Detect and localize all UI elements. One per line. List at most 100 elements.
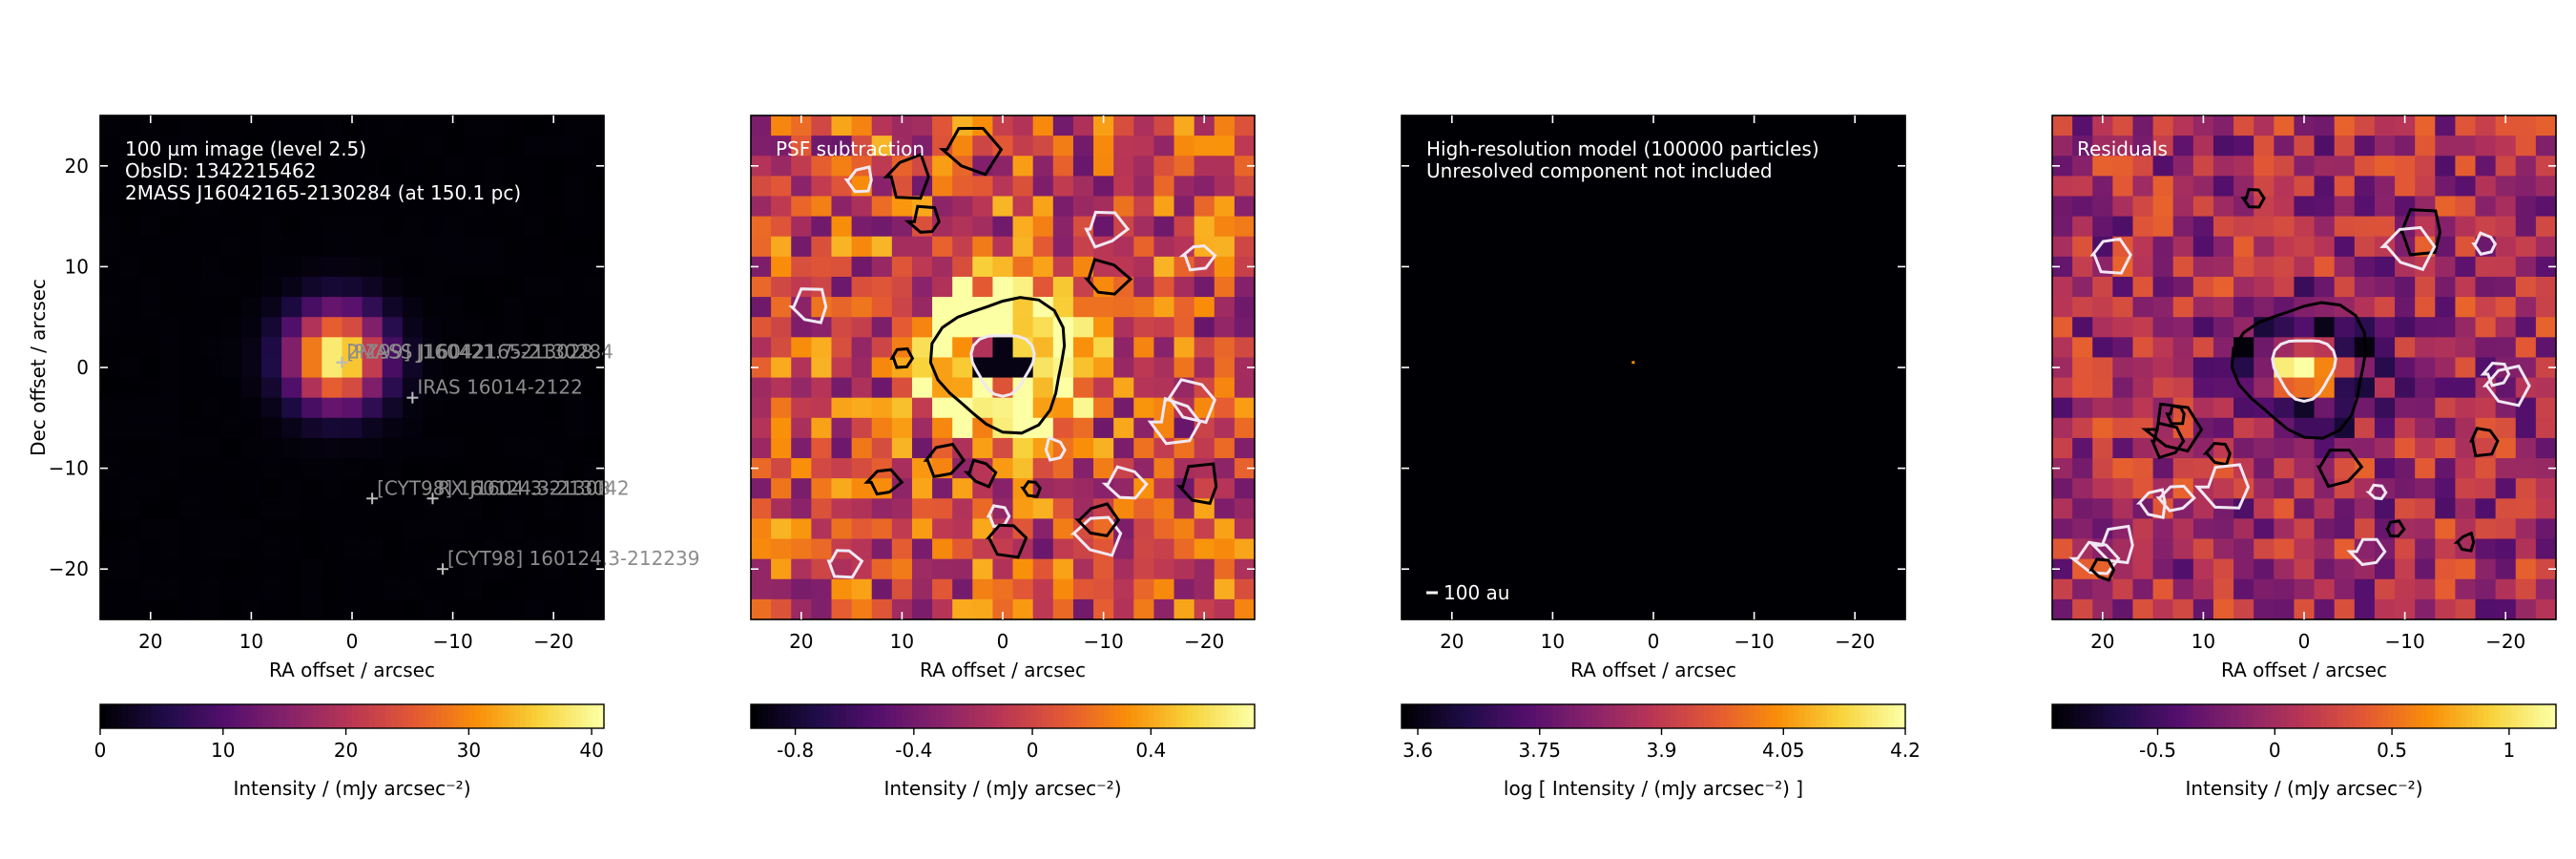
pixel — [160, 276, 182, 298]
colorbar-cell — [156, 704, 163, 728]
pixel — [583, 538, 605, 560]
pixel — [1113, 115, 1134, 136]
colorbar-cell — [1529, 704, 1537, 728]
colorbar-cell — [2432, 704, 2440, 728]
pixel — [1422, 478, 1443, 499]
pixel — [422, 357, 444, 379]
pixel — [1214, 276, 1236, 298]
pixel — [992, 458, 1014, 479]
pixel — [1153, 196, 1175, 218]
pixel — [1133, 156, 1154, 177]
pixel — [443, 498, 464, 519]
pixel — [2395, 498, 2416, 519]
pixel — [2092, 317, 2113, 338]
pixel — [2475, 256, 2497, 278]
colorbar-cell — [986, 704, 992, 728]
pixel — [2374, 297, 2396, 318]
pixel — [463, 297, 484, 318]
pixel — [180, 297, 202, 318]
pixel — [422, 236, 444, 258]
pixel — [1442, 115, 1463, 136]
pixel — [2475, 397, 2497, 419]
pixel — [1113, 558, 1134, 580]
pixel — [751, 558, 772, 580]
colorbar-cell — [296, 704, 302, 728]
colorbar-cell — [105, 704, 113, 728]
pixel — [1012, 578, 1034, 600]
pixel — [2395, 377, 2416, 399]
pixel — [831, 297, 853, 318]
pixel — [140, 297, 161, 318]
colorbar-cell — [503, 704, 509, 728]
colorbar-cell — [1771, 704, 1777, 728]
colorbar-cell — [1445, 704, 1453, 728]
pixel — [1683, 297, 1705, 318]
pixel — [2395, 558, 2416, 580]
pixel — [322, 538, 343, 560]
pixel — [322, 437, 343, 459]
pixel — [120, 518, 141, 540]
pixel — [2254, 256, 2275, 278]
pixel — [2132, 458, 2154, 479]
pixel — [1234, 115, 1256, 136]
pixel — [2415, 417, 2436, 439]
pixel — [2495, 176, 2517, 198]
pixel — [972, 458, 994, 479]
pixel — [1422, 297, 1443, 318]
pixel — [322, 498, 343, 519]
pixel — [952, 538, 973, 560]
pixel — [932, 518, 953, 540]
colorbar-cell — [1759, 704, 1766, 728]
pixel — [1864, 598, 1886, 620]
pixel — [443, 256, 464, 278]
pixel — [2192, 236, 2214, 258]
pixel — [362, 256, 384, 278]
pixel — [1522, 598, 1544, 620]
pixel — [160, 498, 182, 519]
pixel — [1214, 397, 1236, 419]
pixel — [1462, 196, 1484, 218]
pixel — [2535, 297, 2557, 318]
pixel — [563, 216, 585, 238]
pixel — [2535, 176, 2557, 198]
pixel — [1884, 196, 1906, 218]
pixel — [2515, 337, 2537, 359]
pixel — [382, 397, 404, 419]
pixel — [362, 558, 384, 580]
pixel — [463, 397, 484, 419]
pixel — [952, 518, 973, 540]
pixel — [281, 377, 302, 399]
pixel — [100, 136, 121, 157]
pixel — [1234, 518, 1256, 540]
colorbar-cell — [2309, 704, 2316, 728]
pixel — [1884, 236, 1906, 258]
pixel — [2092, 337, 2113, 359]
colorbar-cell — [1120, 704, 1127, 728]
pixel — [2072, 317, 2093, 338]
colorbar-cell — [396, 704, 404, 728]
colorbar-cell — [1047, 704, 1054, 728]
colorbar-cell — [2494, 704, 2501, 728]
colorbar-cell — [514, 704, 521, 728]
pixel — [1402, 156, 1423, 177]
pixel — [1663, 458, 1685, 479]
pixel — [1703, 216, 1725, 238]
pixel — [1072, 578, 1094, 600]
pixel — [2354, 397, 2376, 419]
pixel — [1133, 538, 1154, 560]
pixel — [1093, 216, 1114, 238]
pixel — [791, 357, 812, 379]
pixel — [1032, 156, 1054, 177]
pixel — [2132, 236, 2154, 258]
pixel — [260, 538, 282, 560]
pixel — [1442, 276, 1463, 298]
pixel — [563, 317, 585, 338]
pixel — [1784, 236, 1805, 258]
colorbar-cell — [1703, 704, 1711, 728]
pixel — [2072, 498, 2093, 519]
pixel — [1072, 458, 1094, 479]
colorbar-cell — [2416, 704, 2422, 728]
pixel — [2395, 538, 2416, 560]
pixel — [2192, 115, 2214, 136]
pixel — [972, 136, 994, 157]
